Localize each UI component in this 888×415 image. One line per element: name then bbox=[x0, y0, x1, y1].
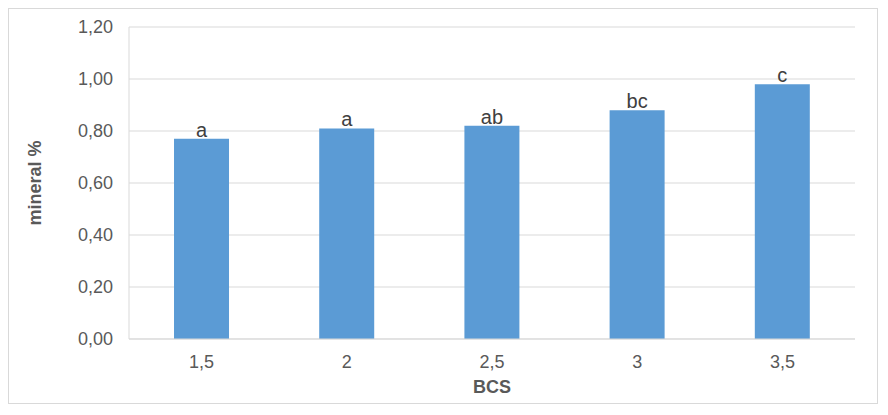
svg-text:a: a bbox=[196, 119, 208, 141]
svg-text:3: 3 bbox=[632, 352, 642, 372]
svg-text:bc: bc bbox=[627, 90, 648, 112]
svg-text:0,40: 0,40 bbox=[78, 225, 113, 245]
svg-text:0,80: 0,80 bbox=[78, 121, 113, 141]
svg-text:BCS: BCS bbox=[473, 377, 511, 397]
svg-text:2: 2 bbox=[342, 352, 352, 372]
svg-text:ab: ab bbox=[481, 106, 503, 128]
svg-text:c: c bbox=[777, 64, 787, 86]
svg-text:1,20: 1,20 bbox=[78, 17, 113, 37]
svg-text:0,20: 0,20 bbox=[78, 277, 113, 297]
svg-text:2,5: 2,5 bbox=[479, 352, 504, 372]
svg-text:a: a bbox=[341, 108, 353, 130]
svg-text:mineral %: mineral % bbox=[25, 140, 45, 225]
svg-text:3,5: 3,5 bbox=[770, 352, 795, 372]
svg-text:1,00: 1,00 bbox=[78, 69, 113, 89]
svg-text:0,00: 0,00 bbox=[78, 329, 113, 349]
svg-text:1,5: 1,5 bbox=[189, 352, 214, 372]
svg-text:0,60: 0,60 bbox=[78, 173, 113, 193]
